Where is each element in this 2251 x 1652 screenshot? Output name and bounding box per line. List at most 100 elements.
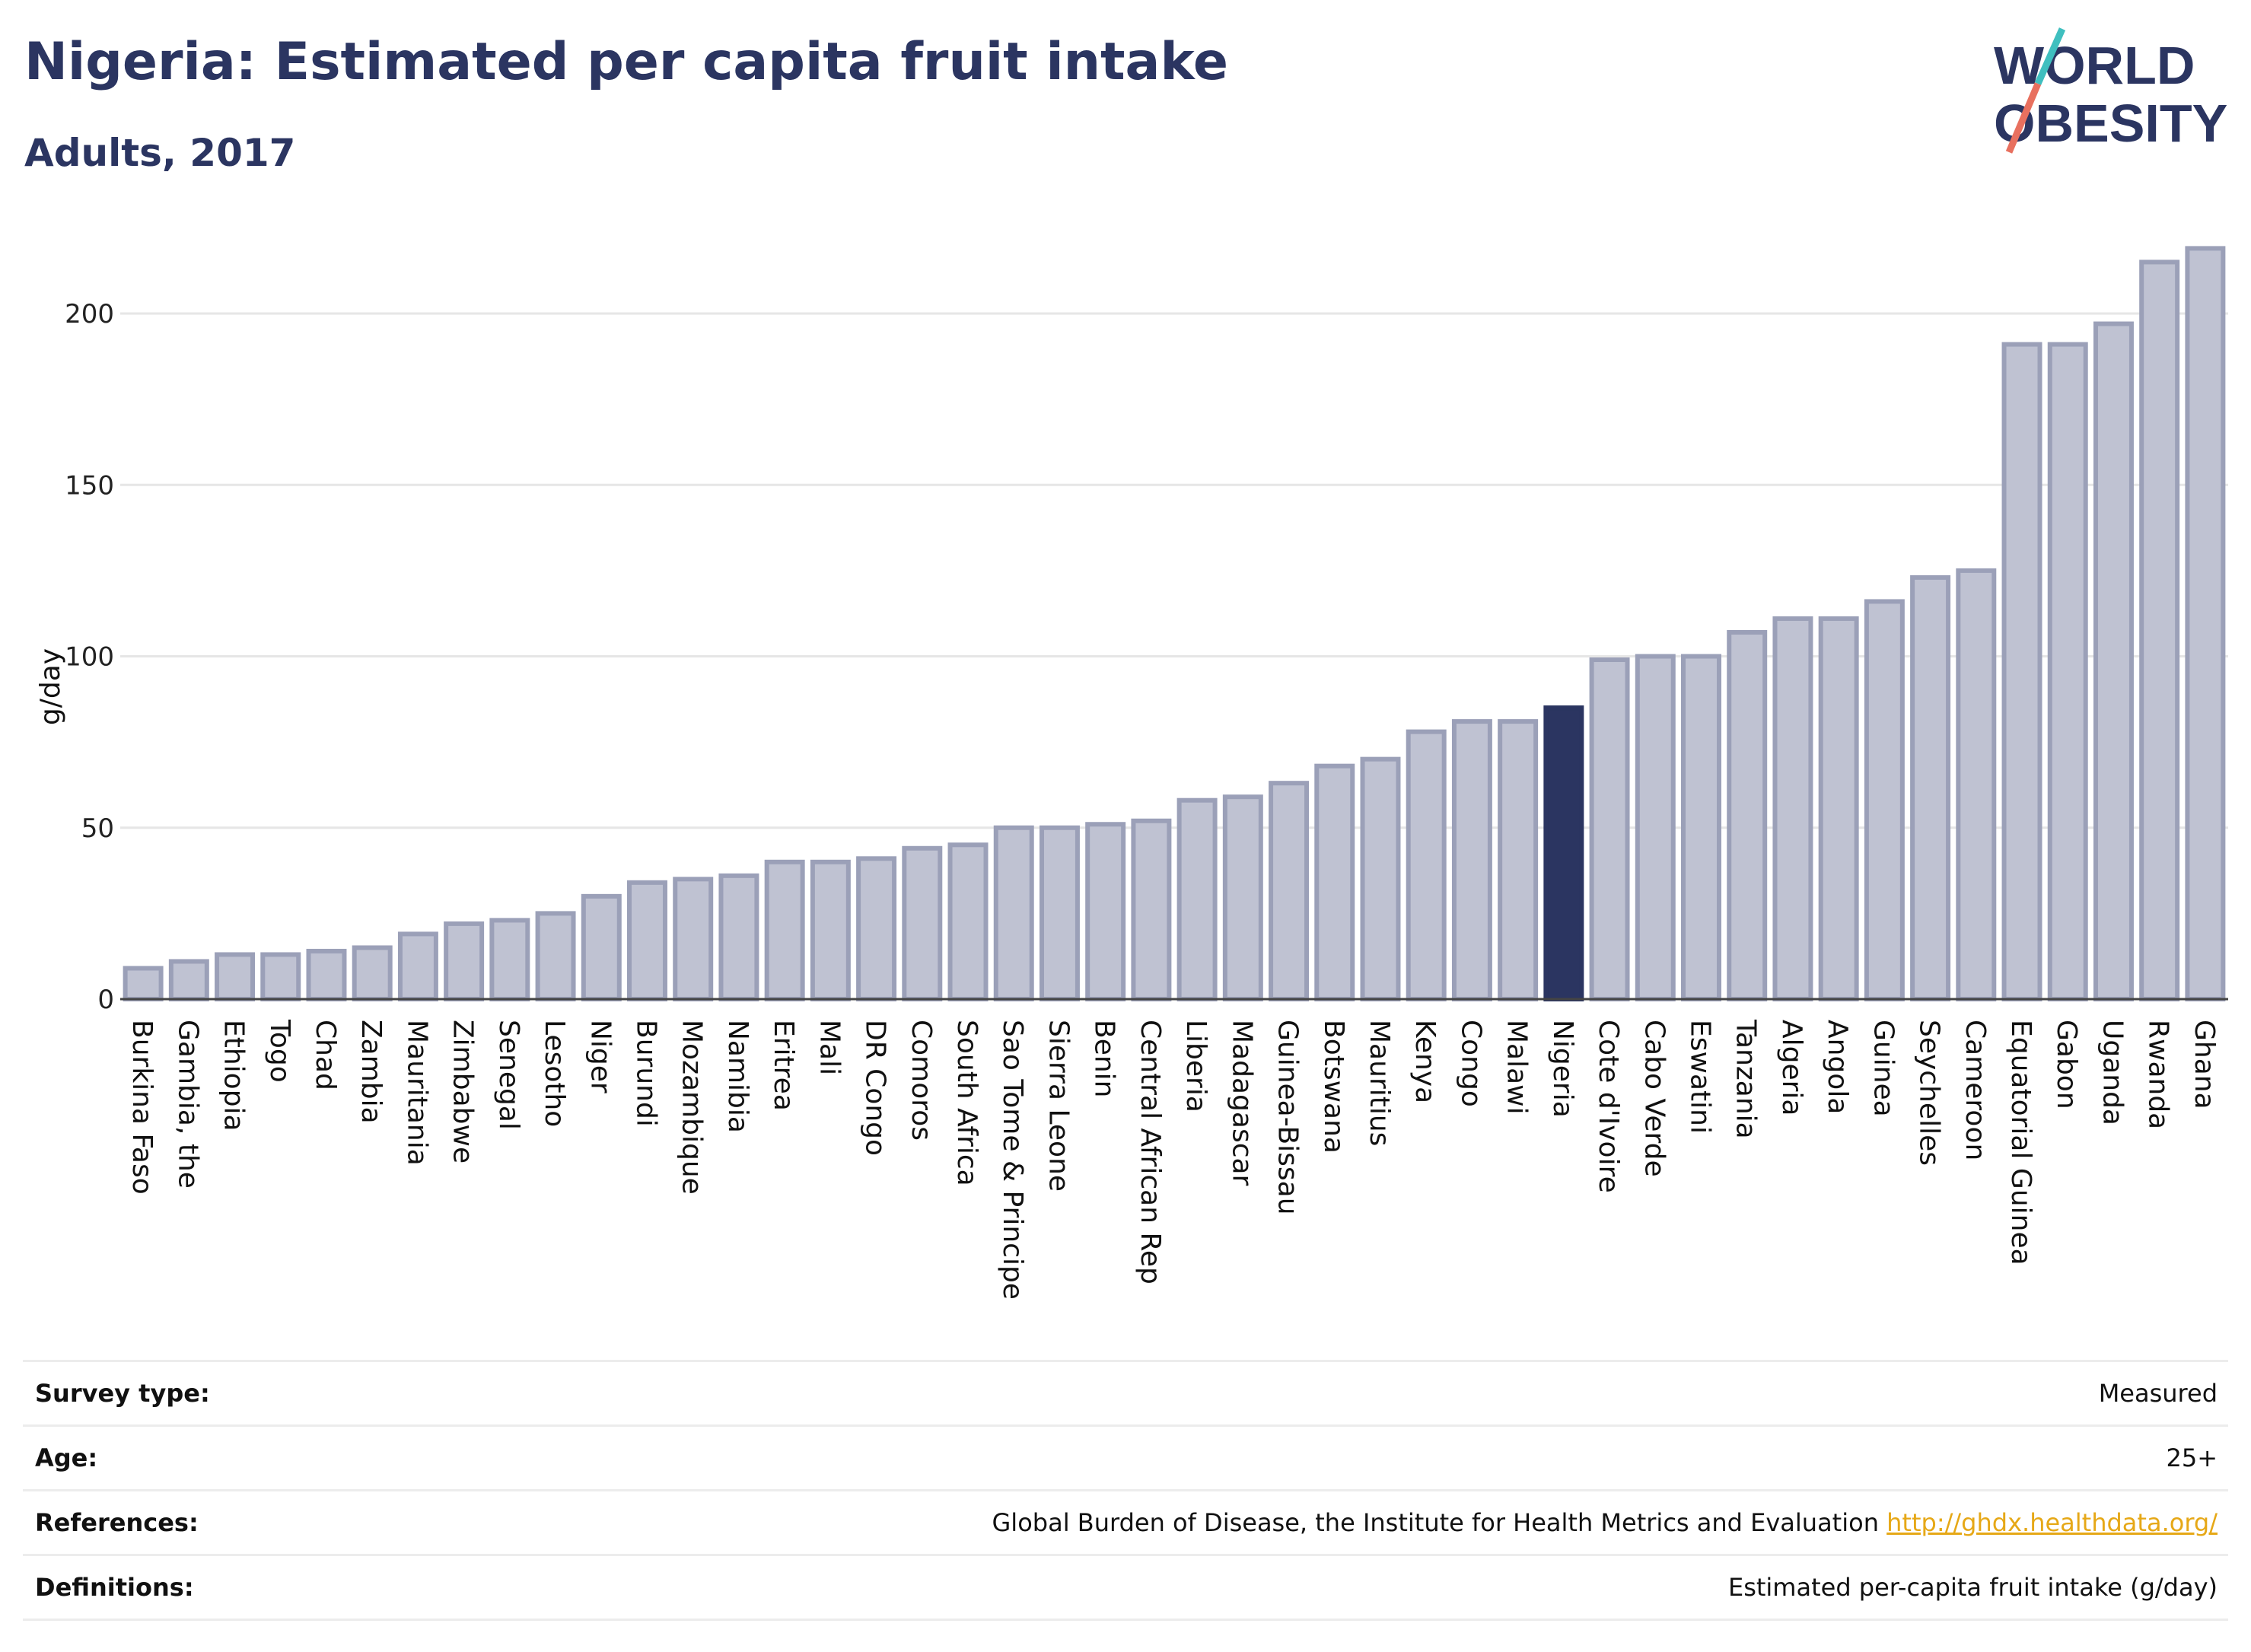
bar-dr-congo	[856, 856, 897, 1002]
bar-nigeria	[1543, 705, 1584, 1001]
bar-madagascar	[1222, 794, 1263, 1001]
x-tick-label: Rwanda	[2143, 1020, 2174, 1129]
bar-mauritius	[1360, 756, 1401, 1002]
x-tick-label: Cameroon	[1960, 1020, 1991, 1160]
bar-cameroon	[1956, 568, 1997, 1001]
x-tick-label: Ethiopia	[218, 1020, 250, 1132]
x-tick-label: Malawi	[1501, 1020, 1533, 1115]
bar-ghana	[2185, 246, 2226, 1001]
x-tick-label: Liberia	[1180, 1020, 1211, 1112]
x-tick-label: Algeria	[1776, 1020, 1807, 1116]
references-label: References:	[35, 1508, 199, 1537]
x-tick-label: DR Congo	[860, 1020, 891, 1156]
bar-congo	[1451, 719, 1492, 1001]
y-tick-label-100: 100	[65, 642, 114, 673]
chart-subtitle: Adults, 2017	[24, 131, 296, 175]
meta-row-age: Age: 25+	[23, 1424, 2228, 1489]
metadata-table: Survey type: Measured Age: 25+ Reference…	[23, 1360, 2228, 1621]
bar-central-african-rep	[1131, 818, 1172, 1001]
x-tick-label: Zimbabwe	[447, 1020, 479, 1163]
bar-liberia	[1176, 797, 1218, 1001]
logo-line1: WORLD	[1994, 36, 2195, 95]
x-tick-label: Guinea	[1867, 1020, 1899, 1117]
bar-mali	[810, 859, 851, 1002]
y-tick-label-50: 50	[81, 813, 114, 844]
x-tick-label: Seychelles	[1914, 1020, 1945, 1166]
bar-sierra-leone	[1039, 825, 1080, 1001]
bar-chart: 0 50 100 150 200 g/day Burkina Faso Gambia, the…	[35, 246, 2228, 1300]
logo-coral-slash	[2005, 82, 2042, 154]
bar-botswana	[1314, 763, 1355, 1001]
x-tick-label: Lesotho	[539, 1020, 570, 1127]
bar-uganda	[2093, 321, 2134, 1001]
bar-burkina-faso	[123, 966, 164, 1001]
chart-title: Nigeria: Estimated per capita fruit inta…	[24, 32, 1228, 92]
x-tick-label: Gabon	[2051, 1020, 2082, 1109]
bar-sao-tome-principe	[993, 825, 1034, 1001]
x-tick-label: Chad	[310, 1020, 341, 1090]
bar-burundi	[627, 880, 667, 1001]
x-tick-label: Mauritania	[401, 1020, 432, 1166]
references-value: Global Burden of Disease, the Institute …	[992, 1508, 2218, 1537]
x-tick-label: Eritrea	[768, 1020, 799, 1111]
meta-row-survey: Survey type: Measured	[23, 1360, 2228, 1424]
x-tick-label: Burundi	[631, 1020, 662, 1127]
x-tick-label: Equatorial Guinea	[2005, 1020, 2036, 1265]
bar-zimbabwe	[444, 921, 485, 1002]
bar-algeria	[1772, 616, 1813, 1001]
x-tick-label: Togo	[264, 1019, 295, 1083]
bar-malawi	[1498, 719, 1539, 1001]
bar-cabo-verde	[1635, 654, 1676, 1001]
y-tick-label-0: 0	[97, 985, 114, 1015]
definitions-label: Definitions:	[35, 1573, 194, 1602]
x-tick-label: Kenya	[1409, 1020, 1441, 1103]
x-tick-label: Mauritius	[1364, 1020, 1395, 1146]
x-tick-label: Niger	[584, 1020, 616, 1093]
bar-niger	[581, 893, 622, 1001]
x-tick-label: Sierra Leone	[1043, 1020, 1074, 1192]
bar-cote-d-ivoire	[1589, 657, 1630, 1001]
x-tick-label: Mozambique	[677, 1020, 708, 1195]
world-obesity-logo: WORLD OBESITY	[1994, 27, 2227, 154]
bar-gambia-the	[168, 959, 209, 1001]
age-value: 25+	[2166, 1444, 2218, 1472]
x-tick-label: Congo	[1455, 1020, 1486, 1107]
x-tick-label: Botswana	[1318, 1020, 1349, 1154]
bar-equatorial-guinea	[2001, 342, 2042, 1002]
bar-mozambique	[673, 877, 714, 1001]
y-tick-label-150: 150	[65, 470, 114, 501]
logo-teal-slash	[2034, 27, 2066, 85]
bar-rwanda	[2139, 259, 2180, 1001]
bar-south-africa	[947, 842, 989, 1002]
x-tick-label: Senegal	[493, 1020, 524, 1130]
bar-benin	[1085, 822, 1126, 1001]
bar-chad	[306, 948, 347, 1002]
bar-tanzania	[1727, 629, 1768, 1002]
x-tick-label: Mali	[813, 1020, 845, 1075]
references-link[interactable]: http://ghdx.healthdata.org/	[1886, 1508, 2218, 1537]
meta-row-references: References: Global Burden of Disease, th…	[23, 1489, 2228, 1554]
x-tick-label: Cote d'Ivoire	[1593, 1020, 1624, 1193]
x-tick-label: Central African Rep	[1135, 1020, 1166, 1284]
bar-kenya	[1406, 729, 1447, 1001]
x-tick-label: Burkina Faso	[126, 1020, 158, 1195]
x-tick-label: Uganda	[2097, 1020, 2128, 1125]
bar-eritrea	[764, 859, 805, 1002]
x-tick-label: Nigeria	[1547, 1020, 1578, 1118]
meta-row-definitions: Definitions: Estimated per-capita fruit …	[23, 1554, 2228, 1621]
x-tick-label: Cabo Verde	[1638, 1020, 1670, 1177]
x-tick-label: Zambia	[355, 1020, 387, 1124]
bar-angola	[1818, 616, 1859, 1001]
bar-eswatini	[1681, 654, 1721, 1001]
x-tick-label: Sao Tome & Principe	[997, 1020, 1028, 1300]
bar-namibia	[718, 873, 759, 1001]
bar-gabon	[2047, 342, 2088, 1002]
y-tick-label-200: 200	[65, 299, 114, 329]
bar-lesotho	[535, 911, 576, 1001]
x-tick-label: Tanzania	[1730, 1019, 1762, 1139]
definitions-value: Estimated per-capita fruit intake (g/day…	[1727, 1573, 2218, 1602]
x-tick-label: Ghana	[2189, 1020, 2220, 1109]
x-tick-label: Angola	[1822, 1020, 1853, 1114]
y-axis-label: g/day	[35, 648, 66, 725]
bar-togo	[260, 952, 301, 1002]
